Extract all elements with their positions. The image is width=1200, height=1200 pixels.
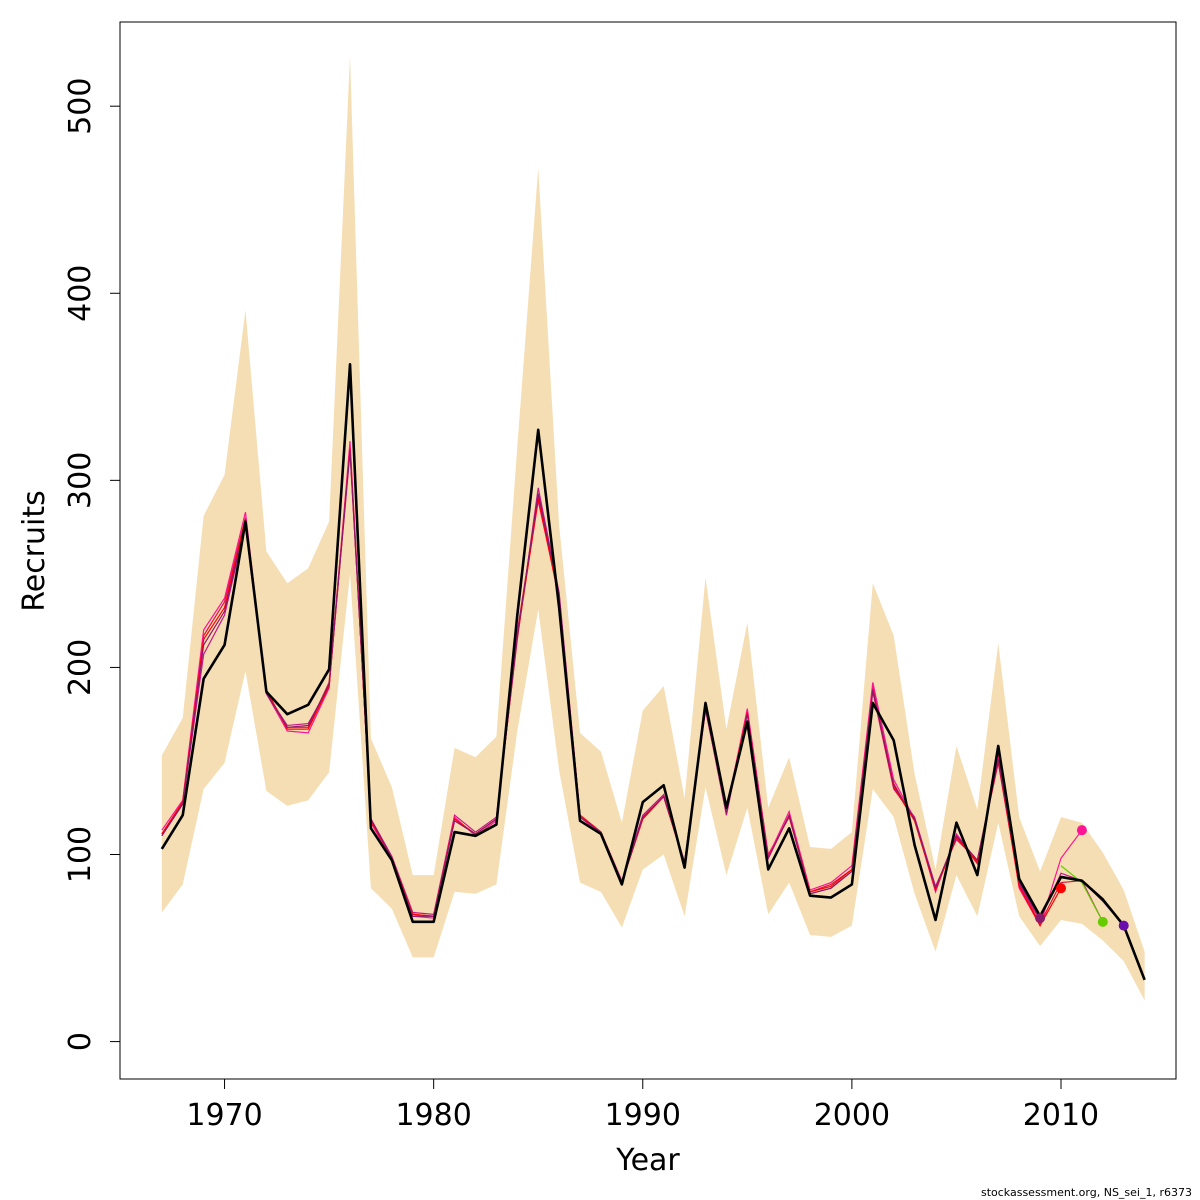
y-tick-label-500: 500 bbox=[63, 78, 98, 135]
endpoint-marker-2013 bbox=[1118, 920, 1129, 931]
x-tick-label-2000: 2000 bbox=[814, 1098, 890, 1133]
endpoint-marker-2011 bbox=[1076, 825, 1087, 836]
x-tick-label-2010: 2010 bbox=[1023, 1098, 1099, 1133]
x-tick-label-1970: 1970 bbox=[186, 1098, 262, 1133]
endpoint-markers-layer bbox=[1035, 825, 1129, 931]
main-series-line bbox=[160, 363, 1146, 981]
peel-line-peel-2009 bbox=[161, 450, 1041, 919]
y-tick-label-200: 200 bbox=[63, 639, 98, 696]
main-series-layer bbox=[160, 363, 1146, 981]
confidence-band bbox=[161, 55, 1145, 1001]
y-tick-label-400: 400 bbox=[63, 265, 98, 322]
endpoint-marker-2012 bbox=[1097, 916, 1108, 927]
y-tick-label-100: 100 bbox=[63, 826, 98, 883]
y-axis: 0 100 200 300 400 500 bbox=[63, 78, 121, 1051]
endpoint-marker-2010 bbox=[1055, 883, 1066, 894]
peel-line-peel-2012-tail bbox=[1060, 865, 1104, 923]
x-tick-label-1980: 1980 bbox=[395, 1098, 471, 1133]
x-tick-label-1990: 1990 bbox=[605, 1098, 681, 1133]
x-axis-title: Year bbox=[615, 1143, 680, 1178]
x-axis: 1970 1980 1990 2000 2010 bbox=[186, 1078, 1099, 1133]
endpoint-marker-2009 bbox=[1035, 913, 1046, 924]
plot-frame bbox=[119, 21, 1177, 1080]
confidence-band-layer bbox=[161, 55, 1145, 1001]
footer-note: stockassessment.org, NS_sei_1, r6373 bbox=[981, 1186, 1192, 1199]
y-tick-label-0: 0 bbox=[63, 1032, 98, 1051]
y-axis-title: Recruits bbox=[17, 490, 52, 612]
y-tick-label-300: 300 bbox=[63, 452, 98, 509]
